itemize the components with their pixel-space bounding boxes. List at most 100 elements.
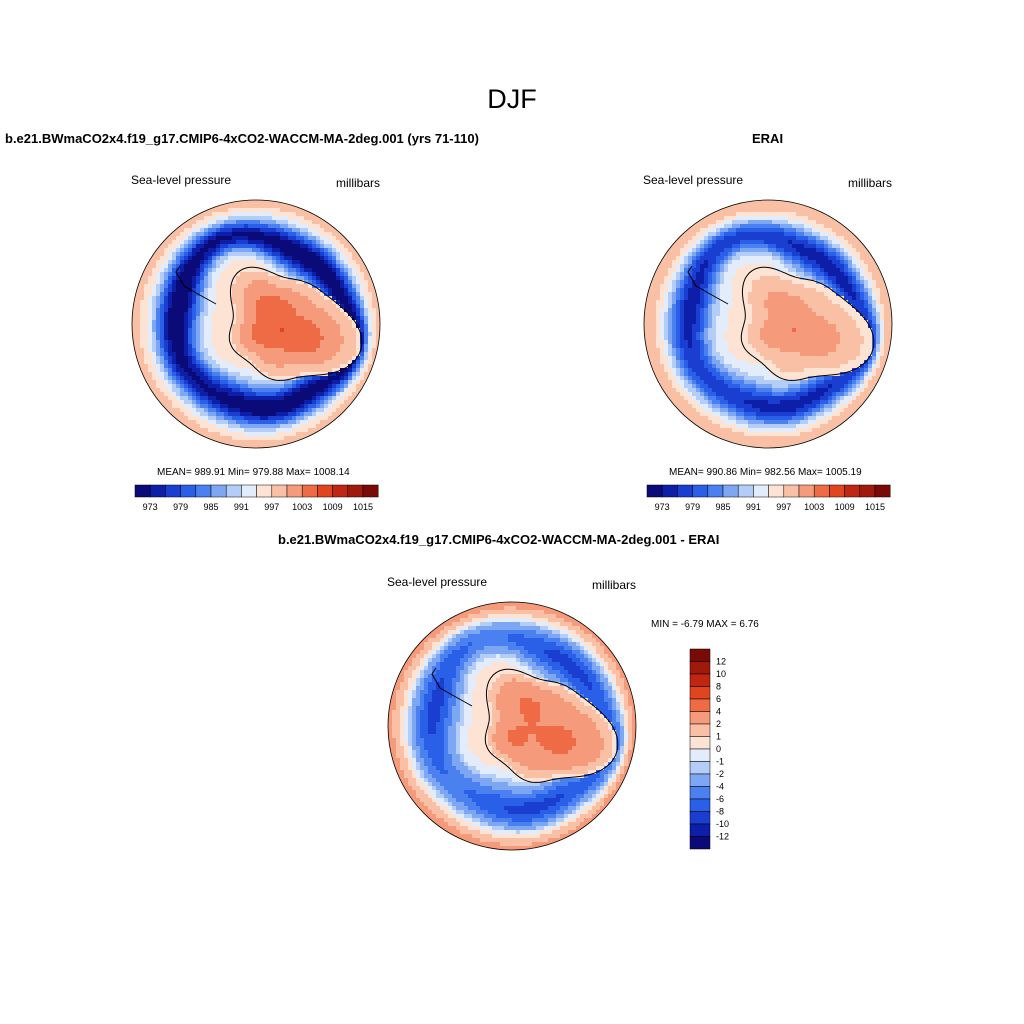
- field-cell: [276, 304, 281, 309]
- field-cell: [692, 304, 697, 309]
- field-cell: [328, 376, 333, 381]
- field-cell: [272, 328, 277, 333]
- field-cell: [288, 292, 293, 297]
- field-cell: [760, 312, 765, 317]
- field-cell: [288, 428, 293, 433]
- field-cell: [824, 308, 829, 313]
- field-cell: [288, 436, 293, 441]
- field-cell: [732, 216, 737, 221]
- field-cell: [724, 220, 729, 225]
- field-cell: [228, 336, 233, 341]
- field-cell: [368, 360, 373, 365]
- field-cell: [276, 288, 281, 293]
- field-cell: [332, 356, 337, 361]
- field-cell: [280, 224, 285, 229]
- field-cell: [372, 352, 377, 357]
- field-cell: [164, 372, 169, 377]
- field-cell: [216, 396, 221, 401]
- field-cell: [784, 272, 789, 277]
- field-cell: [740, 296, 745, 301]
- field-cell: [144, 344, 149, 349]
- field-cell: [168, 396, 173, 401]
- field-cell: [736, 260, 741, 265]
- field-cell: [360, 348, 365, 353]
- field-cell: [860, 320, 865, 325]
- field-cell: [308, 424, 313, 429]
- field-cell: [800, 320, 805, 325]
- field-cell: [788, 220, 793, 225]
- field-cell: [300, 332, 305, 337]
- field-cell: [700, 308, 705, 313]
- field-cell: [360, 384, 365, 389]
- field-cell: [264, 412, 269, 417]
- field-cell: [720, 284, 725, 289]
- field-cell: [752, 304, 757, 309]
- field-cell: [848, 332, 853, 337]
- field-cell: [232, 416, 237, 421]
- field-cell: [696, 244, 701, 249]
- field-cell: [224, 372, 229, 377]
- field-cell: [164, 264, 169, 269]
- field-cell: [808, 268, 813, 273]
- field-cell: [204, 268, 209, 273]
- field-cell: [300, 312, 305, 317]
- field-cell: [328, 364, 333, 369]
- field-cell: [260, 212, 265, 217]
- field-cell: [804, 296, 809, 301]
- field-cell: [256, 300, 261, 305]
- field-cell: [136, 352, 141, 357]
- field-cell: [244, 420, 249, 425]
- field-cell: [648, 336, 653, 341]
- field-cell: [324, 400, 329, 405]
- field-cell: [300, 324, 305, 329]
- field-cell: [336, 364, 341, 369]
- field-cell: [836, 336, 841, 341]
- field-cell: [204, 404, 209, 409]
- field-cell: [356, 260, 361, 265]
- field-cell: [776, 340, 781, 345]
- field-cell: [720, 256, 725, 261]
- field-cell: [224, 300, 229, 305]
- field-cell: [272, 368, 277, 373]
- field-cell: [288, 432, 293, 437]
- field-cell: [664, 320, 669, 325]
- field-cell: [304, 424, 309, 429]
- field-cell: [796, 308, 801, 313]
- field-cell: [880, 316, 885, 321]
- field-cell: [156, 328, 161, 333]
- field-cell: [220, 328, 225, 333]
- field-cell: [180, 308, 185, 313]
- field-cell: [308, 264, 313, 269]
- field-cell: [776, 260, 781, 265]
- field-cell: [340, 300, 345, 305]
- field-cell: [280, 424, 285, 429]
- field-cell: [804, 300, 809, 305]
- field-cell: [672, 300, 677, 305]
- field-cell: [768, 296, 773, 301]
- field-cell: [768, 316, 773, 321]
- field-cell: [788, 276, 793, 281]
- field-cell: [876, 292, 881, 297]
- field-cell: [348, 288, 353, 293]
- field-cell: [796, 300, 801, 305]
- field-cell: [888, 320, 892, 325]
- field-cell: [792, 272, 797, 277]
- field-cell: [844, 260, 849, 265]
- field-cell: [300, 352, 305, 357]
- field-cell: [276, 256, 281, 261]
- field-cell: [300, 400, 305, 405]
- field-cell: [784, 232, 789, 237]
- field-cell: [748, 200, 753, 205]
- field-cell: [308, 260, 313, 265]
- field-cell: [264, 264, 269, 269]
- field-cell: [736, 312, 741, 317]
- field-cell: [860, 272, 865, 277]
- field-cell: [344, 384, 349, 389]
- field-cell: [184, 252, 189, 257]
- field-cell: [232, 224, 237, 229]
- field-cell: [876, 288, 881, 293]
- field-cell: [248, 436, 253, 441]
- field-cell: [216, 296, 221, 301]
- field-cell: [172, 308, 177, 313]
- field-cell: [724, 256, 729, 261]
